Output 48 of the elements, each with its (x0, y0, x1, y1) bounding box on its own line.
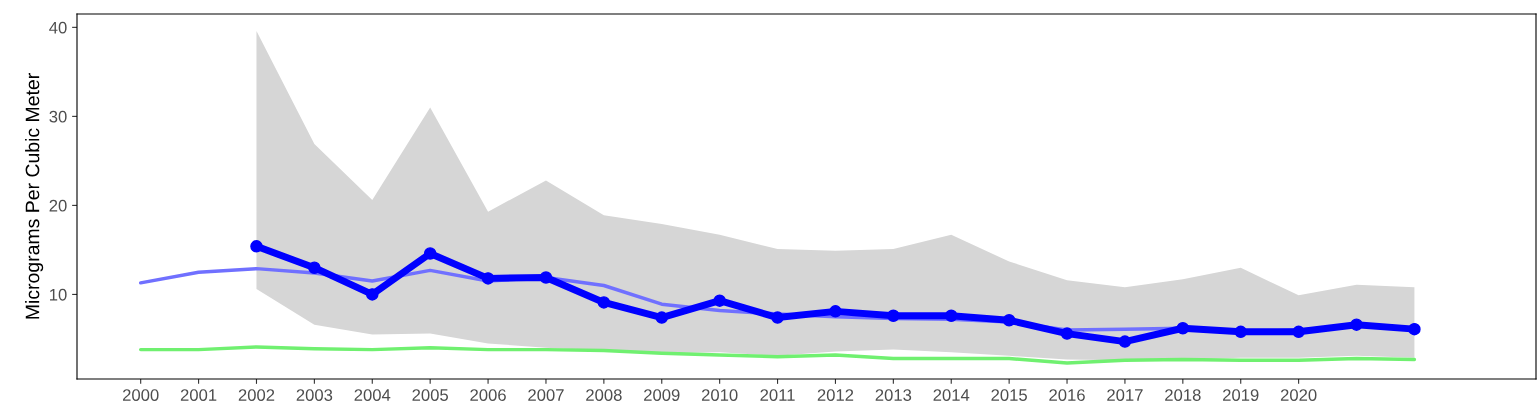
y-axis-title: Micrograms Per Cubic Meter (25, 73, 44, 319)
point (1350, 318, 1363, 331)
point (250, 240, 263, 253)
point (1060, 327, 1074, 340)
x-tick-label: 2007 (528, 389, 564, 401)
x-tick-label: 2010 (701, 389, 738, 401)
y-tick-label: 20 (49, 199, 67, 212)
x-tick-label: 2020 (1280, 389, 1317, 401)
point (1118, 335, 1132, 348)
point (539, 271, 553, 284)
point (1408, 322, 1421, 336)
point (423, 247, 437, 260)
point (944, 309, 958, 323)
x-tick-label: 2019 (1223, 389, 1259, 401)
line-series (138, 345, 1417, 365)
x-tick-label: 2008 (586, 389, 622, 401)
x-tick-label: 2009 (644, 389, 680, 401)
x-tick-label: 2006 (470, 389, 506, 401)
y-tick-label: 40 (49, 21, 67, 34)
point (1234, 325, 1247, 339)
point (1002, 313, 1016, 327)
point (481, 272, 495, 285)
point (597, 296, 611, 309)
x-tick-label: 2000 (122, 389, 159, 401)
x-tick-label: 2016 (1049, 389, 1085, 401)
point (713, 294, 726, 307)
x-tick-label: 2018 (1165, 389, 1201, 401)
x-tick-label: 2011 (760, 389, 795, 401)
y-tick-label: 30 (49, 110, 67, 123)
point (308, 261, 321, 274)
point (1292, 325, 1305, 339)
point (887, 309, 900, 323)
y-tick-label: 10 (50, 288, 67, 301)
x-tick-label: 2004 (354, 389, 391, 401)
point (1176, 322, 1190, 335)
x-tick-label: 2001 (180, 389, 217, 401)
x-tick-label: 2017 (1107, 389, 1143, 401)
x-tick-label: 2014 (933, 389, 970, 401)
x-tick-label: 2003 (296, 389, 333, 401)
point (829, 305, 842, 318)
x-tick-label: 2015 (991, 389, 1027, 401)
point (771, 311, 784, 324)
x-tick-label: 2002 (238, 389, 275, 401)
point (655, 311, 669, 324)
x-tick-label: 2012 (817, 389, 854, 401)
x-tick-label: 2005 (412, 389, 449, 401)
x-tick-label: 2013 (875, 389, 912, 401)
point (366, 288, 379, 301)
